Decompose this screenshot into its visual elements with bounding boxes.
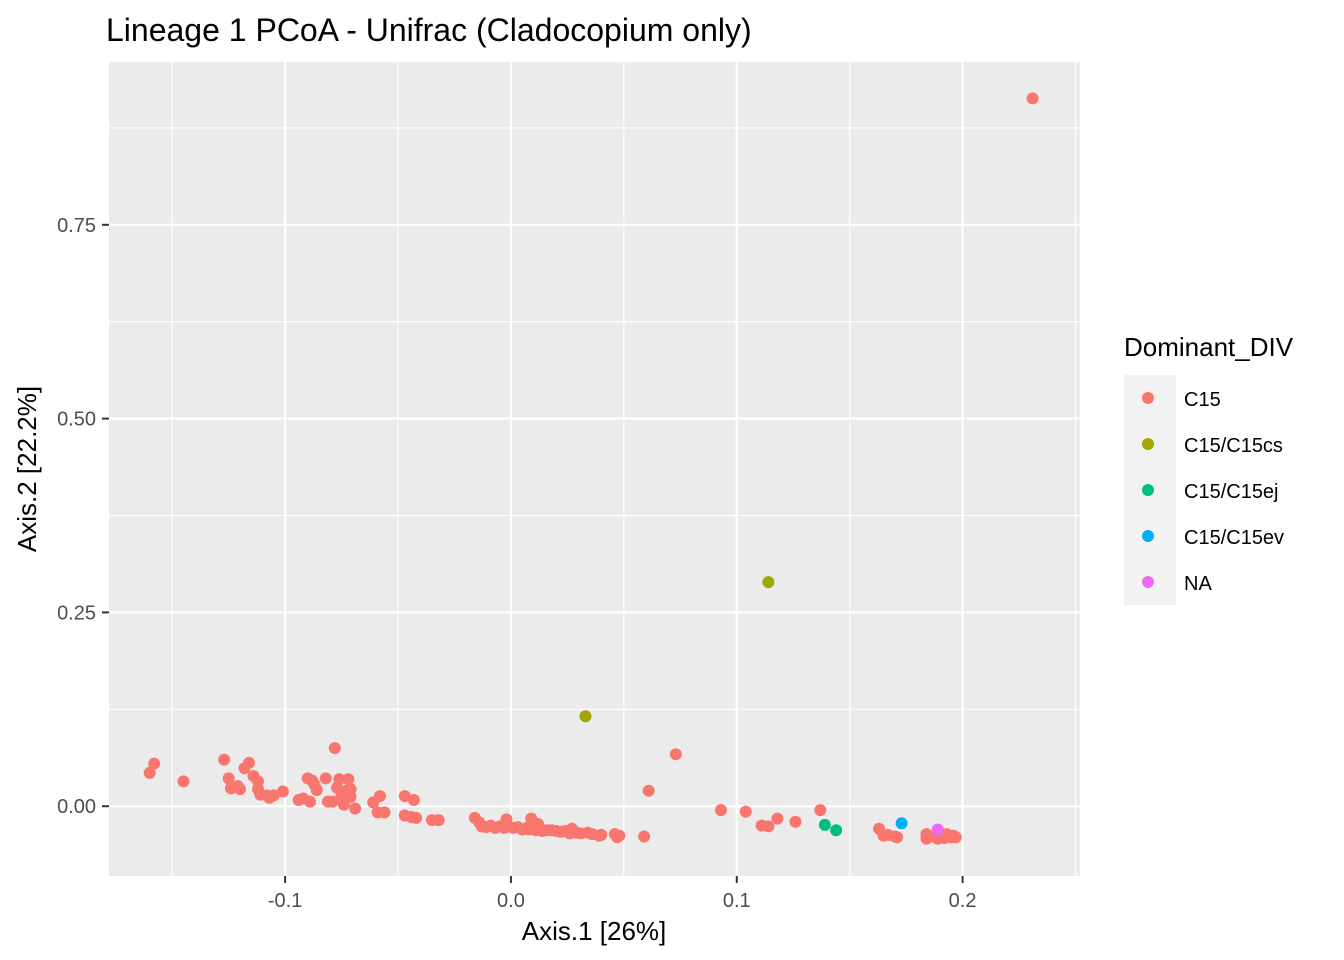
legend-label: C15/C15ej — [1184, 481, 1279, 503]
data-point — [267, 789, 280, 802]
data-point — [830, 824, 843, 837]
data-point — [410, 811, 423, 824]
chart-title: Lineage 1 PCoA - Unifrac (Cladocopium on… — [106, 12, 752, 48]
data-point — [931, 823, 944, 836]
data-point — [891, 831, 904, 844]
legend-label: C15/C15ev — [1184, 527, 1284, 549]
data-point — [333, 773, 346, 786]
data-point — [337, 798, 350, 811]
data-point — [739, 805, 752, 818]
x-tick-label: 0.2 — [949, 890, 977, 912]
data-point — [1026, 92, 1039, 105]
data-point — [669, 748, 682, 761]
data-point — [378, 806, 391, 819]
legend-key — [1142, 576, 1154, 588]
data-point — [344, 790, 357, 803]
data-point — [148, 757, 161, 770]
legend-key — [1142, 484, 1154, 496]
data-point — [818, 818, 831, 831]
legend-label: C15 — [1184, 389, 1221, 411]
x-tick-label: 0.0 — [497, 890, 525, 912]
y-tick-label: 0.00 — [57, 796, 96, 818]
x-axis: -0.1 0.0 0.1 0.2 — [268, 876, 977, 912]
data-point — [398, 790, 411, 803]
data-point — [432, 814, 445, 827]
y-axis-title: Axis.2 [22.2%] — [12, 386, 42, 552]
data-point — [218, 753, 231, 766]
data-point — [613, 829, 626, 842]
data-point — [319, 772, 332, 785]
y-tick-label: 0.75 — [57, 215, 96, 237]
minor-gridlines — [109, 62, 1080, 876]
x-tick-label: -0.1 — [268, 890, 302, 912]
data-point — [222, 772, 235, 785]
data-point — [949, 831, 962, 844]
data-point — [349, 802, 362, 815]
data-point — [579, 710, 592, 723]
y-tick-label: 0.50 — [57, 409, 96, 431]
data-point — [326, 795, 339, 808]
data-point — [642, 784, 655, 797]
plot-panel — [109, 62, 1080, 876]
legend: Dominant_DIV C15 C15/C15cs C15/C15ej C15/C1… — [1124, 332, 1294, 605]
legend-key — [1142, 392, 1154, 404]
legend-label: NA — [1184, 573, 1212, 595]
data-point — [789, 815, 802, 828]
data-point — [243, 756, 256, 769]
data-point — [303, 795, 316, 808]
legend-key — [1142, 530, 1154, 542]
y-tick-label: 0.25 — [57, 602, 96, 624]
data-point — [762, 820, 775, 833]
y-axis: 0.00 0.25 0.50 0.75 — [57, 215, 109, 818]
major-gridlines — [109, 62, 1080, 876]
x-axis-title: Axis.1 [26%] — [522, 916, 667, 946]
data-point — [177, 775, 190, 788]
data-point — [373, 790, 386, 803]
data-point — [638, 830, 651, 843]
data-point — [143, 766, 156, 779]
data-point — [407, 794, 420, 807]
data-point — [276, 785, 289, 798]
data-point — [310, 783, 323, 796]
data-point — [714, 804, 727, 817]
data-point — [328, 742, 341, 755]
data-points — [143, 92, 1039, 845]
data-point — [814, 804, 827, 817]
data-point — [762, 576, 775, 589]
legend-title: Dominant_DIV — [1124, 332, 1294, 362]
legend-key — [1142, 438, 1154, 450]
x-tick-label: 0.1 — [723, 890, 751, 912]
data-point — [771, 812, 784, 825]
data-point — [595, 828, 608, 841]
data-point — [342, 773, 355, 786]
data-point — [233, 783, 246, 796]
data-point — [895, 817, 908, 830]
legend-label: C15/C15cs — [1184, 435, 1283, 457]
